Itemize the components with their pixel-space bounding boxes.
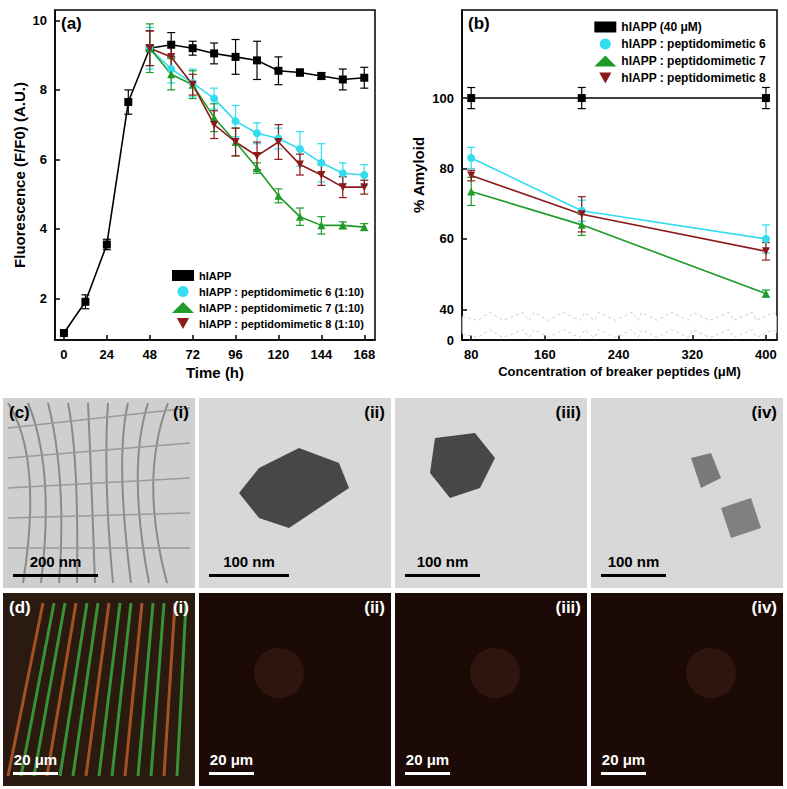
- svg-text:(i): (i): [173, 598, 189, 617]
- svg-text:20 μm: 20 μm: [602, 751, 645, 768]
- svg-text:(ii): (ii): [364, 403, 385, 422]
- svg-text:0: 0: [60, 347, 67, 362]
- svg-text:20 μm: 20 μm: [406, 751, 449, 768]
- svg-text:120: 120: [268, 347, 290, 362]
- svg-text:240: 240: [608, 347, 630, 362]
- svg-text:48: 48: [143, 347, 157, 362]
- svg-text:(iv): (iv): [752, 403, 778, 422]
- svg-text:(i): (i): [173, 403, 189, 422]
- svg-text:100 nm: 100 nm: [417, 553, 469, 570]
- svg-text:10: 10: [33, 13, 47, 28]
- svg-text:hIAPP: hIAPP: [199, 270, 231, 282]
- svg-text:(a): (a): [61, 14, 82, 33]
- svg-text:(iv): (iv): [752, 598, 778, 617]
- svg-text:72: 72: [185, 347, 199, 362]
- svg-text:24: 24: [100, 347, 115, 362]
- svg-text:(iii): (iii): [556, 598, 582, 617]
- svg-text:hIAPP : peptidomimetic 6: hIAPP : peptidomimetic 6: [621, 37, 766, 51]
- svg-text:(d): (d): [9, 598, 31, 617]
- svg-text:hIAPP : peptidomimetic 7: hIAPP : peptidomimetic 7: [621, 54, 766, 68]
- svg-text:60: 60: [440, 231, 454, 246]
- svg-text:Fluorescence (F/F0) (A.U.): Fluorescence (F/F0) (A.U.): [11, 82, 28, 268]
- svg-text:hIAPP : peptidomimetic 7 (1:10: hIAPP : peptidomimetic 7 (1:10): [199, 302, 364, 314]
- svg-text:hIAPP : peptidomimetic 8: hIAPP : peptidomimetic 8: [621, 71, 766, 85]
- svg-text:160: 160: [534, 347, 556, 362]
- svg-text:(ii): (ii): [364, 598, 385, 617]
- svg-text:100 nm: 100 nm: [223, 553, 275, 570]
- svg-text:4: 4: [40, 221, 48, 236]
- svg-text:(c): (c): [9, 403, 30, 422]
- svg-text:20 μm: 20 μm: [210, 751, 253, 768]
- svg-text:144: 144: [311, 347, 333, 362]
- svg-text:Concentration of breaker pepti: Concentration of breaker peptides (μM): [498, 364, 741, 379]
- svg-text:80: 80: [440, 161, 454, 176]
- svg-text:100 nm: 100 nm: [608, 553, 660, 570]
- svg-text:2: 2: [40, 291, 47, 306]
- svg-text:200 nm: 200 nm: [30, 553, 82, 570]
- svg-text:96: 96: [228, 347, 242, 362]
- svg-text:(b): (b): [468, 14, 490, 33]
- svg-text:320: 320: [681, 347, 703, 362]
- svg-text:6: 6: [40, 152, 47, 167]
- svg-text:% Amyloid: % Amyloid: [410, 137, 427, 213]
- svg-text:(iii): (iii): [556, 403, 582, 422]
- svg-text:Time (h): Time (h): [186, 364, 244, 381]
- svg-text:40: 40: [440, 302, 454, 317]
- svg-text:hIAPP : peptidomimetic 6 (1:10: hIAPP : peptidomimetic 6 (1:10): [199, 286, 364, 298]
- svg-text:hIAPP (40 μM): hIAPP (40 μM): [621, 20, 701, 34]
- svg-text:8: 8: [40, 82, 47, 97]
- svg-text:80: 80: [464, 347, 478, 362]
- svg-text:400: 400: [755, 347, 777, 362]
- svg-text:168: 168: [353, 347, 375, 362]
- svg-text:100: 100: [432, 91, 454, 106]
- svg-text:0: 0: [447, 333, 454, 348]
- svg-text:20 μm: 20 μm: [14, 751, 57, 768]
- svg-text:hIAPP : peptidomimetic 8 (1:10: hIAPP : peptidomimetic 8 (1:10): [199, 318, 364, 330]
